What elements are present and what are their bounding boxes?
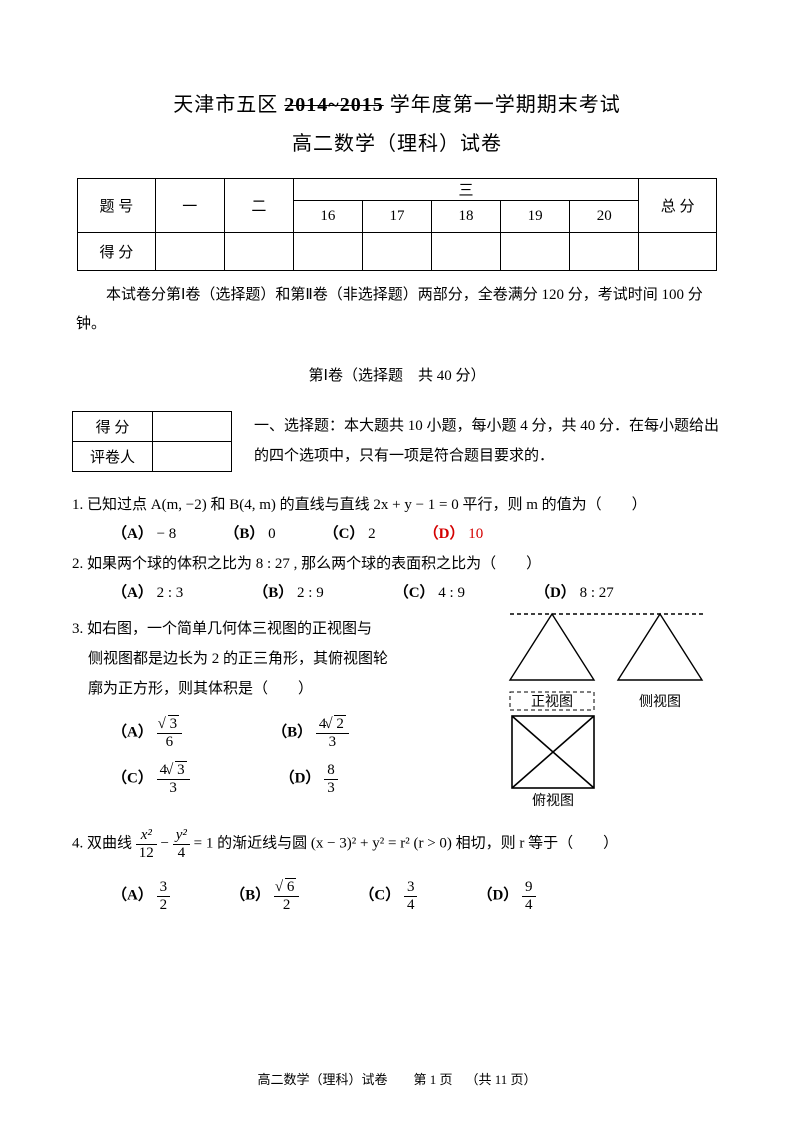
q4-pre: 4. 双曲线: [72, 835, 136, 851]
option-a: （A） 36: [112, 716, 182, 750]
question-3-figure: 正视图 侧视图 俯视图: [492, 608, 722, 813]
question-4: 4. 双曲线 x²12 − y²4 = 1 的渐近线与圆 (x − 3)² + …: [72, 827, 722, 861]
option-b: （B） 62: [230, 879, 299, 913]
cell: [570, 233, 639, 271]
question-3-options-row2: （C） 433 （D） 83: [72, 762, 484, 796]
mini-r2: 评卷人: [73, 442, 153, 472]
cell: [639, 233, 717, 271]
section-1-header-row: 得 分 评卷人 一、选择题：本大题共 10 小题，每小题 4 分，共 40 分．…: [72, 411, 722, 472]
subcol: 20: [570, 201, 639, 233]
score-row-label: 得 分: [78, 233, 156, 271]
option-a: （A） 2 : 3: [112, 581, 183, 602]
grader-table: 得 分 评卷人: [72, 411, 232, 472]
question-1: 1. 已知过点 A(m, −2) 和 B(4, m) 的直线与直线 2x + y…: [72, 490, 722, 520]
col-three-header: 三: [293, 179, 638, 201]
title-suffix: 学年度第一学期期末考试: [384, 94, 621, 116]
question-2-options: （A） 2 : 3 （B） 2 : 9 （C） 4 : 9 （D） 8 : 27: [72, 581, 722, 602]
page-title-line1: 天津市五区 2014~2015 学年度第一学期期末考试: [72, 88, 722, 117]
question-4-options: （A） 32 （B） 62 （C） 34 （D） 94: [72, 879, 722, 913]
cell: [501, 233, 570, 271]
option-c: （C） 34: [359, 879, 417, 913]
side-view-label: 侧视图: [639, 694, 681, 710]
cell: [153, 442, 232, 472]
subcol: 17: [362, 201, 431, 233]
option-a: （A） 32: [112, 879, 170, 913]
subcol: 19: [501, 201, 570, 233]
col-label: 题 号: [78, 179, 156, 233]
q4-post: = 1 的渐近线与圆 (x − 3)² + y² = r² (r > 0) 相切…: [194, 835, 619, 851]
col-one: 一: [155, 179, 224, 233]
three-view-diagram-icon: 正视图 侧视图 俯视图: [492, 608, 722, 808]
cell: [155, 233, 224, 271]
cell: [432, 233, 501, 271]
question-3-line1: 3. 如右图，一个简单几何体三视图的正视图与: [72, 614, 484, 644]
option-a: （A） − 8: [112, 522, 176, 543]
cell: [224, 233, 293, 271]
question-3-line2: 侧视图都是边长为 2 的正三角形，其俯视图轮: [72, 644, 484, 674]
question-3-line3: 廓为正方形，则其体积是（ ）: [72, 674, 484, 704]
question-1-options: （A） − 8 （B） 0 （C） 2 （D） 10: [72, 522, 722, 543]
table-row: 题 号 一 二 三 总 分: [78, 179, 717, 201]
question-3-row: 3. 如右图，一个简单几何体三视图的正视图与 侧视图都是边长为 2 的正三角形，…: [72, 608, 722, 813]
cell: [362, 233, 431, 271]
subcol: 18: [432, 201, 501, 233]
page-footer: 高二数学（理科）试卷 第 1 页 （共 11 页）: [0, 1069, 794, 1088]
intro-text: 本试卷分第Ⅰ卷（选择题）和第Ⅱ卷（非选择题）两部分，全卷满分 120 分，考试时…: [76, 281, 718, 338]
section-1-label-text: 第Ⅰ卷（选择题 共 40 分）: [309, 368, 486, 384]
option-b: （B） 423: [272, 716, 349, 750]
col-total: 总 分: [639, 179, 717, 233]
question-2: 2. 如果两个球的体积之比为 8 : 27 , 那么两个球的表面积之比为（ ）: [72, 549, 722, 579]
top-view-label: 俯视图: [532, 793, 574, 808]
mini-r1: 得 分: [73, 412, 153, 442]
cell: [153, 412, 232, 442]
option-b: （B） 0: [224, 522, 275, 543]
option-b: （B） 2 : 9: [253, 581, 323, 602]
option-d: （D） 8 : 27: [535, 581, 614, 602]
page-title-line2: 高二数学（理科）试卷: [72, 127, 722, 156]
title-strike: 2014~2015: [284, 94, 383, 116]
question-3-options-row1: （A） 36 （B） 423: [72, 716, 484, 750]
option-d: （D） 94: [477, 879, 535, 913]
score-table: 题 号 一 二 三 总 分 16 17 18 19 20 得 分: [77, 178, 717, 271]
front-view-label: 正视图: [531, 694, 573, 710]
subcol: 16: [293, 201, 362, 233]
section-1-label: 第Ⅰ卷（选择题 共 40 分）: [72, 364, 722, 385]
option-c: （C） 2: [324, 522, 376, 543]
question-3-text-block: 3. 如右图，一个简单几何体三视图的正视图与 侧视图都是边长为 2 的正三角形，…: [72, 608, 484, 808]
col-two: 二: [224, 179, 293, 233]
option-c: （C） 4 : 9: [394, 581, 465, 602]
cell: [293, 233, 362, 271]
question-1-text: 1. 已知过点 A(m, −2) 和 B(4, m) 的直线与直线 2x + y…: [72, 497, 647, 513]
option-d: （D） 83: [280, 762, 338, 796]
section-1-instructions: 一、选择题：本大题共 10 小题，每小题 4 分，共 40 分．在每小题给出的四…: [254, 411, 722, 471]
table-row: 得 分: [78, 233, 717, 271]
option-d: （D） 10: [424, 522, 484, 543]
option-c: （C） 433: [112, 762, 190, 796]
title-prefix: 天津市五区: [173, 94, 284, 116]
